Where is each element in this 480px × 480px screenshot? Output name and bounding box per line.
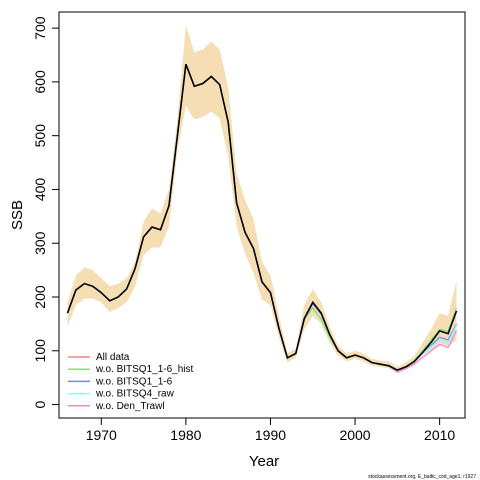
x-tick-label: 1990 — [255, 427, 286, 443]
credit-text: stockassessment.org, E_baltic_cod_age1, … — [368, 474, 476, 480]
legend-label: w.o. Den_Trawl — [95, 401, 165, 412]
y-tick-label: 0 — [32, 400, 48, 408]
legend-label: w.o. BITSQ1_1-6_hist — [95, 364, 193, 375]
y-tick-label: 700 — [32, 16, 48, 40]
x-axis-title: Year — [249, 453, 279, 470]
x-tick-label: 1970 — [86, 427, 117, 443]
y-tick-label: 300 — [32, 231, 48, 255]
plot-frame — [58, 11, 466, 419]
legend-label: w.o. BITSQ4_raw — [95, 389, 175, 400]
y-tick-label: 600 — [32, 70, 48, 94]
legend-label: w.o. BITSQ1_1-6 — [95, 376, 173, 387]
legend-label: All data — [96, 352, 130, 363]
x-axis: 1970 1980 1990 2000 2010 — [86, 418, 455, 443]
y-tick-label: 500 — [32, 124, 48, 148]
y-axis: 0 100 200 300 400 500 600 700 — [32, 16, 59, 408]
y-axis-title: SSB — [9, 200, 26, 230]
y-tick-label: 100 — [32, 339, 48, 363]
x-tick-label: 2000 — [339, 427, 370, 443]
series-line-estimate — [66, 63, 458, 371]
y-tick-label: 400 — [32, 178, 48, 202]
x-tick-label: 1980 — [170, 427, 201, 443]
series-lines-layer — [66, 63, 458, 374]
y-tick-label: 200 — [32, 285, 48, 309]
x-tick-label: 2010 — [424, 427, 455, 443]
